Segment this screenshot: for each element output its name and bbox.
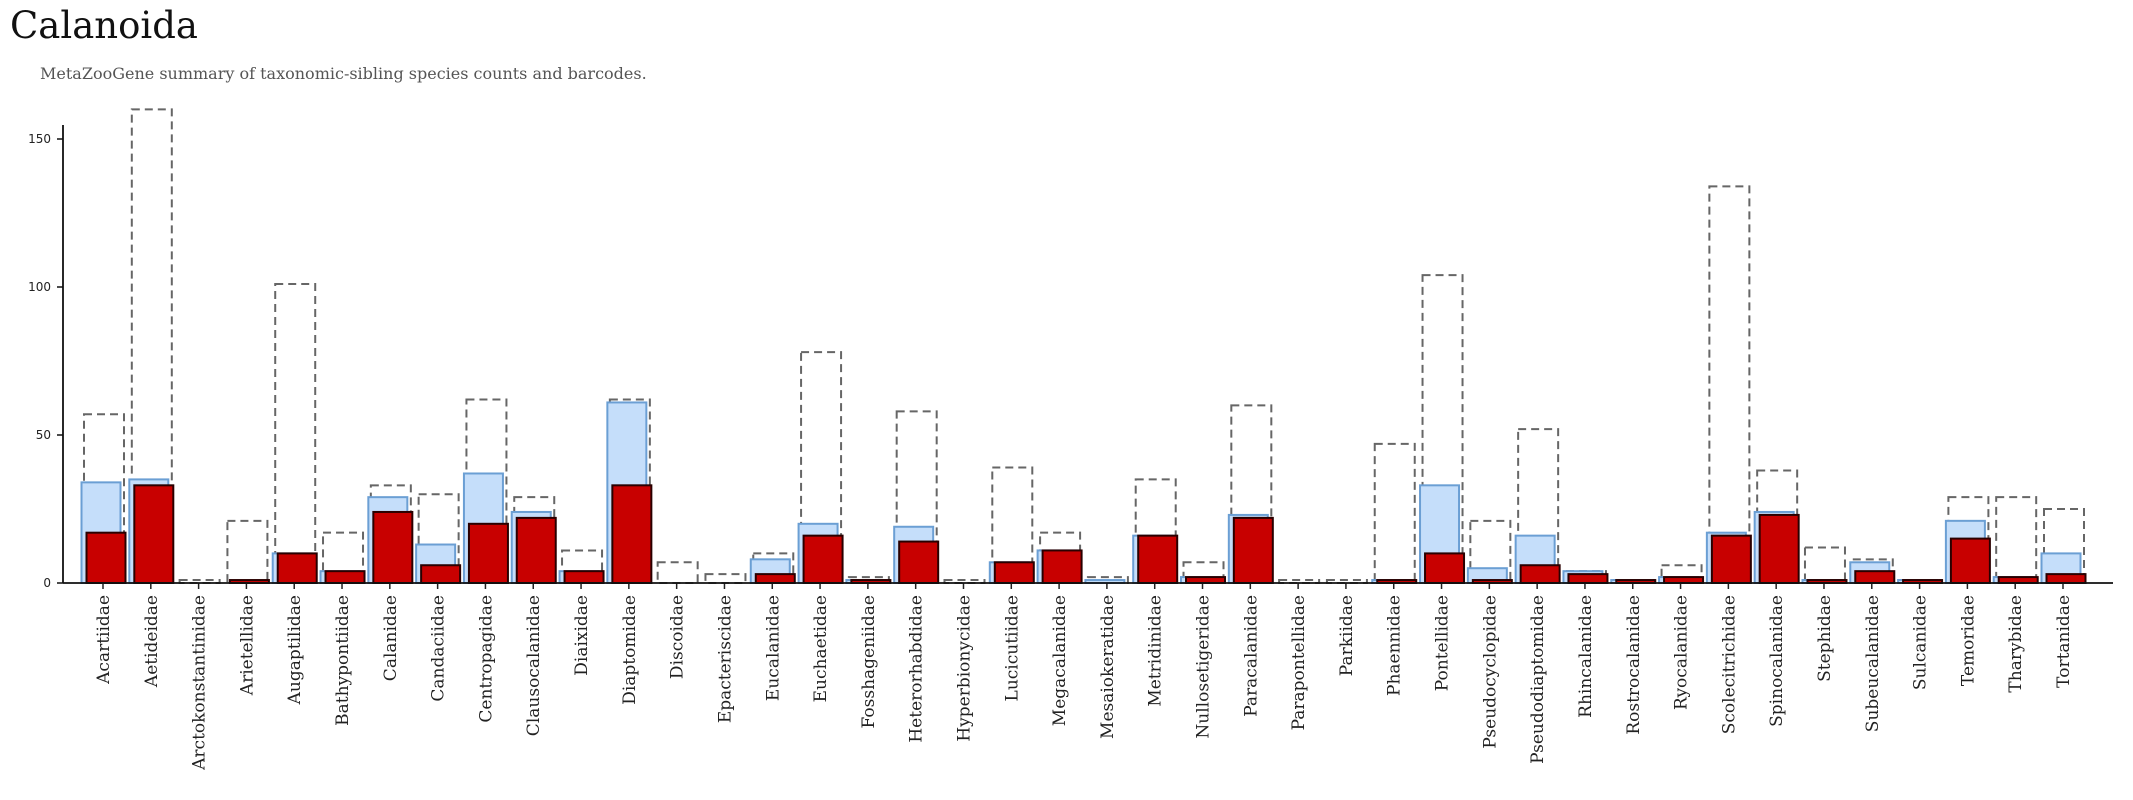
x-tick-label: Tortanidae [2054, 595, 2074, 688]
x-tick-label: Calanidae [381, 595, 401, 681]
bar-primary-subeucalanidae [1854, 570, 1896, 584]
x-tick-label: Pseudocyclopidae [1480, 595, 1500, 749]
bar-primary-rhincalanidae [1567, 573, 1609, 584]
x-tick-label: Hyperbionycidae [954, 595, 974, 742]
x-tick-label: Parapontellidae [1289, 595, 1309, 730]
bar-primary-heterorhabdidae [898, 540, 940, 584]
y-tick-label: 100 [28, 280, 51, 294]
bar-primary-acartiidae [85, 531, 127, 584]
x-tick-label: Euchaetidae [811, 595, 831, 702]
x-tick-label: Augaptilidae [285, 595, 305, 705]
x-tick-label: Mesaiokeratidae [1098, 595, 1118, 739]
x-tick-label: Stephidae [1815, 595, 1835, 682]
bar-total-tharybidae [1995, 496, 2038, 584]
bar-primary-bathypontiidae [324, 570, 366, 584]
bar-primary-diaixidae [563, 570, 605, 584]
bar-primary-scolecitrichidae [1710, 534, 1752, 585]
x-tick-label: Rostrocalanidae [1624, 595, 1644, 735]
x-tick-label: Sulcanidae [1911, 595, 1931, 690]
bar-total-parapontellidae [1278, 579, 1321, 584]
x-tick-label: Nullosetigeridae [1194, 595, 1214, 739]
x-tick-label: Fosshageniidae [859, 595, 879, 728]
bar-total-hyperbionycidae [943, 579, 986, 584]
x-tick-label: Candaciidae [429, 595, 449, 702]
bar-primary-centropagidae [467, 522, 509, 584]
bar-primary-euchaetidae [802, 534, 844, 585]
bar-total-arctokonstantinidae [178, 579, 221, 584]
x-tick-label: Spinocalanidae [1767, 595, 1787, 727]
bar-total-augaptilidae [274, 283, 317, 584]
x-tick-label: Metridinidae [1146, 595, 1166, 707]
x-tick-label: Centropagidae [476, 595, 496, 723]
bar-primary-lucicutiidae [993, 561, 1035, 585]
bar-primary-eucalanidae [754, 573, 796, 584]
y-tick-label: 0 [43, 576, 51, 590]
x-tick-label: Bathypontiidae [333, 595, 353, 726]
bar-primary-augaptilidae [276, 552, 318, 585]
chart-title: Calanoida [10, 4, 198, 47]
bar-total-heterorhabdidae [895, 410, 938, 584]
bar-primary-spinocalanidae [1758, 513, 1800, 584]
x-tick-label: Paracalanidae [1241, 595, 1261, 717]
x-tick-label: Temoridae [1958, 595, 1978, 686]
bar-primary-pontellidae [1424, 552, 1466, 585]
bar-total-discoidae [656, 561, 699, 585]
bar-total-ryocalanidae [1660, 564, 1703, 584]
bar-total-epacteriscidae [704, 573, 747, 584]
x-tick-label: Pseudodiaptomidae [1528, 595, 1548, 764]
x-tick-label: Parkiidae [1337, 595, 1357, 676]
x-tick-label: Rhincalanidae [1576, 595, 1596, 718]
x-tick-label: Discoidae [668, 595, 688, 679]
x-tick-label: Scolecitrichidae [1719, 595, 1739, 734]
chart-subtitle: MetaZooGene summary of taxonomic-sibling… [40, 64, 647, 83]
x-tick-label: Heterorhabdidae [907, 595, 927, 743]
x-tick-label: Diaptomidae [620, 595, 640, 705]
x-tick-label: Phaennidae [1385, 595, 1405, 696]
bar-total-scolecitrichidae [1708, 185, 1751, 585]
x-tick-label: Tharybidae [2006, 595, 2026, 693]
bar-total-stephidae [1803, 546, 1846, 584]
bar-primary-clausocalanidae [515, 516, 557, 585]
x-tick-label: Ryocalanidae [1672, 595, 1692, 710]
bar-primary-metridinidae [1137, 534, 1179, 585]
bar-primary-pseudodiaptomidae [1519, 564, 1561, 584]
bar-primary-tortanidae [2045, 573, 2087, 584]
y-tick-label: 150 [28, 132, 51, 146]
bar-total-arietellidae [226, 519, 269, 585]
x-tick-label: Diaixidae [572, 595, 592, 676]
y-tick-label: 50 [36, 428, 51, 442]
x-tick-label: Arietellidae [237, 595, 257, 696]
x-tick-label: Lucicutiidae [1002, 595, 1022, 701]
x-tick-label: Epacteriscidae [715, 595, 735, 723]
bar-total-phaennidae [1373, 442, 1416, 584]
bar-primary-temoridae [1949, 537, 1991, 584]
bar-primary-aetideidae [133, 484, 175, 585]
x-tick-label: Pontellidae [1433, 595, 1453, 691]
bar-primary-calanidae [372, 510, 414, 584]
x-tick-label: Megacalanidae [1050, 595, 1070, 726]
x-tick-label: Aetideidae [142, 595, 162, 688]
labels-layer: Acartiidae Aetideidae Arctokonstantinidae A… [28, 132, 2074, 771]
x-tick-label: Clausocalanidae [524, 595, 544, 736]
bars-layer [80, 108, 2087, 585]
bar-primary-paracalanidae [1232, 516, 1274, 585]
bar-primary-megacalanidae [1041, 549, 1083, 585]
bar-primary-candaciidae [420, 564, 462, 584]
bar-primary-diaptomidae [611, 484, 653, 585]
x-tick-label: Subeucalanidae [1863, 595, 1883, 732]
x-tick-label: Acartiidae [94, 595, 114, 685]
axes-layer [57, 125, 2113, 589]
x-tick-label: Arctokonstantinidae [190, 595, 210, 771]
bar-total-parkiidae [1325, 579, 1368, 584]
x-tick-label: Eucalanidae [763, 595, 783, 701]
